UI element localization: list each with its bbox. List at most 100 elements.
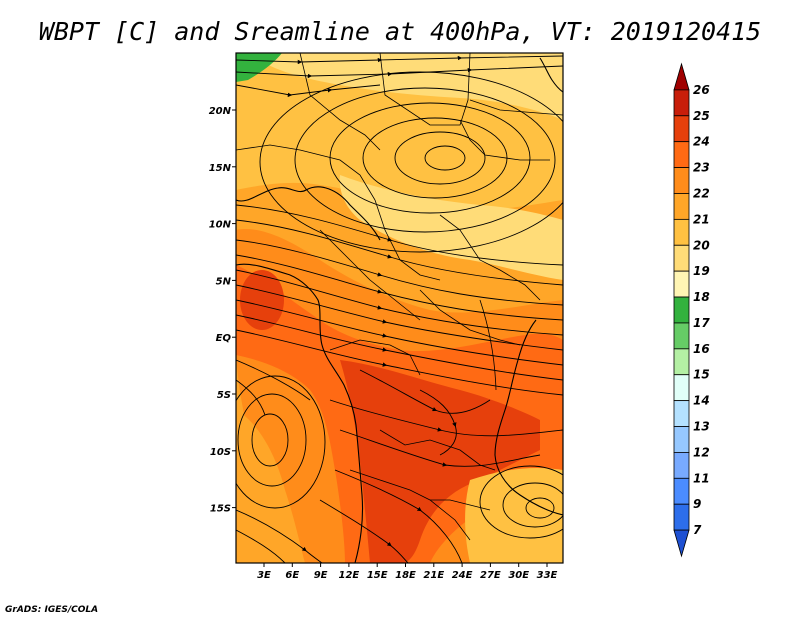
map-panel	[236, 53, 563, 563]
colorbar-swatch	[673, 426, 690, 453]
colorbar-label: 21	[693, 212, 710, 226]
streamline	[236, 375, 326, 509]
lon-tick-label: 9E	[314, 570, 328, 581]
longitude-axis: 3E 6E 9E 12E 15E 18E 21E 24E 27E 30E 33E	[257, 563, 558, 581]
streamline	[236, 359, 311, 401]
colorbar-swatch	[673, 270, 690, 298]
streamline	[319, 499, 409, 563]
streamline	[362, 117, 508, 199]
lat-tick-label: 15N	[209, 163, 232, 174]
colorbar-swatch	[673, 296, 690, 324]
colorbar-label: 9	[693, 497, 701, 511]
colorbar: 26 25 24 23 22 21 20 19 18 17 16 15 14 13 12 11 9 7	[673, 62, 710, 558]
streamline	[359, 369, 491, 414]
wbpt-field-20-southeast	[465, 468, 563, 563]
colorbar-label: 18	[693, 290, 710, 304]
colorbar-label: 24	[693, 135, 710, 149]
streamline	[394, 131, 486, 185]
streamline	[236, 254, 563, 321]
lat-tick-label: 20N	[209, 106, 232, 117]
wbpt-field-24	[340, 360, 540, 563]
streamline	[236, 269, 563, 336]
streamline	[236, 529, 286, 563]
colorbar-swatch	[673, 322, 690, 350]
lon-tick-label: 6E	[285, 570, 299, 581]
coastlines	[236, 57, 563, 563]
streamline	[236, 329, 563, 396]
lat-tick-label: 5S	[217, 390, 231, 401]
colorbar-swatch	[673, 348, 690, 376]
streamline	[329, 399, 563, 437]
streamline	[236, 284, 563, 351]
lon-tick-label: 27E	[480, 570, 501, 581]
colorbar-swatch	[673, 141, 690, 168]
streamline	[236, 314, 563, 381]
lon-tick-label: 30E	[508, 570, 529, 581]
colorbar-label: 12	[693, 445, 710, 459]
lon-tick-label: 12E	[339, 570, 360, 581]
streamline	[236, 379, 266, 416]
streamline	[236, 65, 563, 79]
streamline	[339, 429, 541, 467]
streamline	[236, 204, 563, 266]
colorbar-swatch	[673, 167, 690, 194]
lon-tick-label: 15E	[367, 570, 388, 581]
colorbar-swatch	[673, 374, 690, 402]
colorbar-swatch	[673, 452, 690, 479]
country-borders	[236, 53, 563, 541]
colorbar-label: 16	[693, 342, 710, 356]
lat-tick-label: 15S	[210, 504, 231, 515]
wbpt-field-24-west-blob	[240, 270, 284, 330]
colorbar-swatch	[673, 244, 690, 272]
colorbar-swatch	[673, 400, 690, 427]
streamline	[329, 102, 531, 214]
lat-tick-label: 10N	[209, 220, 232, 231]
streamline	[236, 509, 323, 563]
streamline	[236, 219, 563, 286]
lat-tick-label: EQ	[216, 333, 232, 344]
streamline	[236, 84, 381, 98]
wbpt-field-19-central	[339, 175, 563, 280]
colorbar-label: 25	[693, 109, 710, 123]
colorbar-label: 26	[693, 83, 710, 97]
wbpt-field-22-southwest	[300, 480, 330, 563]
streamline	[502, 482, 563, 528]
lat-tick-label: 10S	[210, 447, 231, 458]
colorbar-swatch	[673, 115, 690, 143]
colorbar-label: 19	[693, 264, 710, 278]
colorbar-label: 23	[693, 161, 710, 175]
streamline	[237, 393, 307, 487]
streamline	[236, 239, 563, 306]
streamline	[525, 497, 555, 519]
colorbar-label: 7	[693, 523, 702, 537]
lon-tick-label: 24E	[452, 570, 473, 581]
colorbar-cap-top	[673, 62, 690, 91]
colorbar-swatch	[673, 503, 690, 531]
streamline	[236, 299, 563, 366]
streamline	[419, 389, 457, 456]
lon-tick-label: 18E	[395, 570, 416, 581]
lon-tick-label: 21E	[423, 570, 444, 581]
colorbar-label: 14	[693, 394, 710, 408]
colorbar-label: 13	[693, 420, 710, 434]
streamlines	[236, 55, 563, 563]
colorbar-label: 22	[693, 186, 710, 200]
lon-tick-label: 3E	[257, 570, 271, 581]
colorbar-swatch	[673, 89, 690, 117]
credit-text: GrADS: IGES/COLA	[5, 605, 98, 615]
colorbar-label: 20	[693, 238, 710, 252]
colorbar-swatch	[673, 477, 690, 505]
streamline	[424, 145, 466, 171]
lon-tick-label: 33E	[537, 570, 558, 581]
latitude-axis: 20N 15N 10N 5N EQ 5S 10S 15S	[209, 106, 236, 515]
colorbar-label: 17	[693, 316, 710, 330]
colorbar-cap-bottom	[673, 529, 690, 558]
streamline	[294, 87, 556, 233]
colorbar-swatch	[673, 218, 690, 246]
streamline	[236, 55, 563, 65]
streamline	[334, 469, 463, 563]
colorbar-swatch	[673, 193, 690, 220]
chart-title: WBPT [C] and Sreamline at 400hPa, VT: 20…	[39, 17, 761, 46]
lat-tick-label: 5N	[216, 276, 232, 287]
